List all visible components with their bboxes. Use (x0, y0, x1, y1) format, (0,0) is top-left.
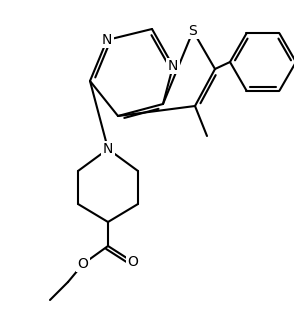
Text: O: O (78, 257, 88, 271)
Text: N: N (168, 59, 178, 73)
Text: N: N (102, 33, 112, 47)
Text: S: S (189, 24, 197, 38)
Text: N: N (103, 142, 113, 156)
Text: O: O (128, 255, 138, 269)
